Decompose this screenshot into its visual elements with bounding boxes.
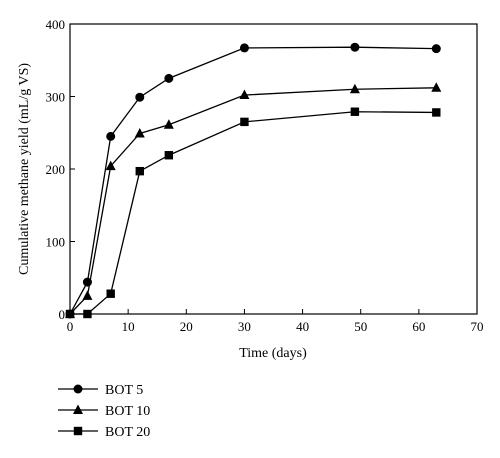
data-point xyxy=(163,119,174,129)
x-tick-label: 20 xyxy=(180,319,193,334)
data-point xyxy=(239,89,250,100)
data-point xyxy=(240,117,249,127)
legend-label: BOT 20 xyxy=(105,425,150,440)
data-point xyxy=(164,73,174,83)
x-axis-ticks: 0 10 20 30 40 50 60 70 xyxy=(67,309,484,334)
plot-frame xyxy=(69,23,478,315)
x-axis-label: Time (days) xyxy=(239,346,307,361)
data-point xyxy=(106,131,116,141)
x-tick-label: 0 xyxy=(67,319,74,334)
data-point xyxy=(431,82,442,92)
data-point xyxy=(135,92,145,102)
legend-item: BOT 5 xyxy=(58,383,143,398)
series-1 xyxy=(65,42,441,319)
series-layer xyxy=(65,42,442,319)
series-line xyxy=(69,87,437,315)
legend-marker xyxy=(73,404,83,414)
x-tick-label: 60 xyxy=(412,319,425,334)
y-tick-label: 400 xyxy=(46,17,66,32)
series-line xyxy=(69,46,437,315)
y-tick-label: 200 xyxy=(46,162,66,177)
legend-item: BOT 10 xyxy=(58,404,150,419)
y-axis-label: Cumulative methane yield (mL/g VS) xyxy=(17,63,32,275)
x-tick-label: 10 xyxy=(122,319,135,334)
legend-marker xyxy=(73,384,83,394)
series-line xyxy=(70,111,437,315)
data-point xyxy=(106,289,115,298)
x-tick-label: 70 xyxy=(471,319,484,334)
legend-item: BOT 20 xyxy=(58,425,150,440)
data-point xyxy=(83,309,92,319)
series-2 xyxy=(65,82,442,318)
data-point xyxy=(105,160,116,171)
data-point xyxy=(432,108,441,117)
y-tick-label: 100 xyxy=(46,235,66,250)
data-point xyxy=(349,83,360,94)
data-point xyxy=(431,44,441,54)
legend: BOT 5 BOT 10 BOT 20 xyxy=(58,383,150,440)
x-tick-label: 40 xyxy=(296,319,309,334)
legend-label: BOT 5 xyxy=(105,383,143,398)
data-point xyxy=(350,107,360,116)
y-tick-label: 300 xyxy=(46,90,66,105)
data-point xyxy=(65,309,75,319)
data-point xyxy=(164,151,174,160)
legend-label: BOT 10 xyxy=(105,404,150,419)
legend-marker xyxy=(73,426,83,436)
data-point xyxy=(135,166,144,176)
data-point xyxy=(239,43,249,53)
data-point xyxy=(82,290,93,300)
series-3 xyxy=(65,107,441,319)
y-tick-label: 0 xyxy=(59,307,66,322)
y-axis-ticks: 0 100 200 300 400 xyxy=(46,17,75,322)
x-tick-label: 50 xyxy=(354,319,367,334)
data-point xyxy=(134,127,145,138)
data-point xyxy=(350,42,360,52)
x-tick-label: 30 xyxy=(238,319,251,334)
